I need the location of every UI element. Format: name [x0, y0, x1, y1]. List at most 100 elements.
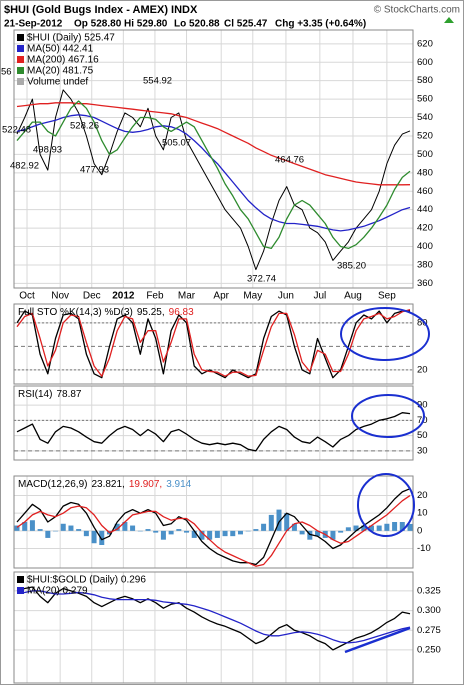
panel-frame	[13, 385, 414, 461]
price-annotation: 477.93	[80, 165, 109, 176]
y-tick-label: 90	[417, 400, 428, 411]
y-tick-label: 620	[417, 38, 433, 49]
y-tick-label: 20	[417, 490, 428, 501]
legend-entry: 96.83	[169, 307, 194, 318]
histogram-bar	[230, 530, 236, 537]
legend-swatch	[17, 576, 24, 583]
up-arrow	[444, 17, 454, 23]
highlight-ellipse	[351, 394, 425, 438]
histogram-bar	[153, 530, 159, 533]
series-line	[16, 89, 411, 271]
histogram-bar	[353, 525, 359, 531]
y-tick-label: 0.250	[417, 644, 441, 655]
histogram-bar	[299, 530, 305, 535]
x-tick-label: Mar	[178, 291, 196, 302]
histogram-bar	[60, 523, 66, 531]
y-tick-label: 540	[417, 112, 433, 123]
legend-entry: MA(50) 442.41	[27, 44, 94, 55]
price-annotation: 554.92	[143, 76, 172, 87]
x-tick-label: Dec	[83, 291, 101, 302]
histogram-bar	[276, 509, 282, 531]
y-tick-label: 0.325	[417, 585, 441, 596]
legend-swatch	[17, 34, 24, 41]
x-tick-label: Oct	[19, 291, 35, 302]
legend-entry: 78.87	[56, 389, 81, 400]
quote-field: Lo 520.88	[174, 19, 220, 30]
histogram-bar	[338, 530, 344, 533]
histogram-bar	[345, 527, 351, 531]
histogram-bar	[261, 523, 267, 531]
series-line	[16, 586, 411, 651]
panel-bg	[14, 386, 413, 460]
histogram-bar	[29, 520, 35, 531]
legend-swatch	[17, 45, 24, 52]
quote-field: Hi 529.80	[124, 19, 168, 30]
histogram-bar	[284, 513, 290, 531]
legend-swatch	[17, 78, 24, 85]
y-tick-label: 520	[417, 130, 433, 141]
histogram-bar	[168, 530, 174, 535]
legend-entry: 3.914	[166, 479, 191, 490]
panel-bg	[14, 30, 413, 288]
histogram-bar	[199, 530, 205, 540]
quote-field: Chg +3.35 (+0.64%)	[275, 19, 366, 30]
legend-entry: 19.907,	[129, 479, 162, 490]
x-tick-label: 2012	[112, 291, 135, 302]
histogram-bar	[222, 530, 228, 537]
histogram-bar	[268, 514, 274, 531]
y-tick-label: 20	[417, 364, 428, 375]
price-annotation: 482.92	[10, 161, 39, 172]
legend-entry: $HUI:$GOLD (Daily) 0.296	[27, 575, 146, 586]
histogram-bar	[76, 529, 82, 531]
y-tick-label: 600	[417, 57, 433, 68]
panel-frame	[13, 571, 414, 684]
histogram-bar	[399, 522, 405, 531]
trend-line	[344, 626, 411, 654]
quote-field: Cl 525.47	[224, 19, 268, 30]
legend: MACD(12,26,9) 23.821, 19.907, 3.914	[18, 479, 192, 490]
price-annotation: 528.26	[70, 121, 99, 132]
series-line	[16, 495, 411, 567]
histogram-bar	[237, 530, 243, 535]
panel-frame	[13, 29, 414, 289]
x-tick-label: Feb	[146, 291, 164, 302]
y-tick-label: 0	[417, 525, 422, 536]
histogram-bar	[214, 530, 220, 538]
legend-entry: $HUI (Daily) 525.47	[27, 33, 115, 44]
y-tick-label: 0.300	[417, 605, 441, 616]
legend: RSI(14) 78.87	[18, 389, 82, 400]
price-annotation: 505.07	[162, 138, 191, 149]
histogram-bar	[145, 529, 151, 531]
y-tick-label: 10	[417, 508, 428, 519]
y-tick-label: 480	[417, 167, 433, 178]
histogram-bar	[14, 525, 20, 531]
histogram-bar	[53, 530, 59, 532]
histogram-bar	[207, 530, 213, 540]
y-tick-label: 580	[417, 75, 433, 86]
y-tick-label: -10	[417, 543, 431, 554]
highlight-ellipse	[357, 473, 415, 537]
histogram-bar	[315, 530, 321, 537]
histogram-bar	[376, 525, 382, 531]
header-title: $HUI (Gold Bugs Index - AMEX) INDX	[4, 4, 198, 16]
y-tick-label: 360	[417, 278, 433, 289]
legend-entry: 23.821,	[91, 479, 124, 490]
legend: Full STO %K(14,3) %D(3) 95.25, 96.83	[18, 307, 194, 318]
panel-frame	[13, 303, 414, 385]
y-tick-label: 0.275	[417, 625, 441, 636]
histogram-bar	[330, 530, 336, 540]
price-annotation: 522.48	[2, 125, 31, 136]
price-annotation: 464.76	[275, 155, 304, 166]
histogram-bar	[392, 522, 398, 531]
x-tick-label: Jul	[313, 291, 326, 302]
histogram-bar	[91, 530, 97, 544]
legend-title: Full STO %K(14,3) %D(3)	[18, 307, 133, 318]
x-tick-label: Aug	[344, 291, 362, 302]
panel-bg	[14, 476, 413, 568]
quote-line: 21-Sep-2012 Op 528.80 Hi 529.80 Lo 520.88 Cl…	[4, 19, 366, 30]
histogram-bar	[114, 523, 120, 531]
x-tick-label: Apr	[213, 291, 229, 302]
histogram-bar	[368, 525, 374, 531]
series-line	[16, 102, 411, 186]
histogram-bar	[307, 530, 313, 540]
